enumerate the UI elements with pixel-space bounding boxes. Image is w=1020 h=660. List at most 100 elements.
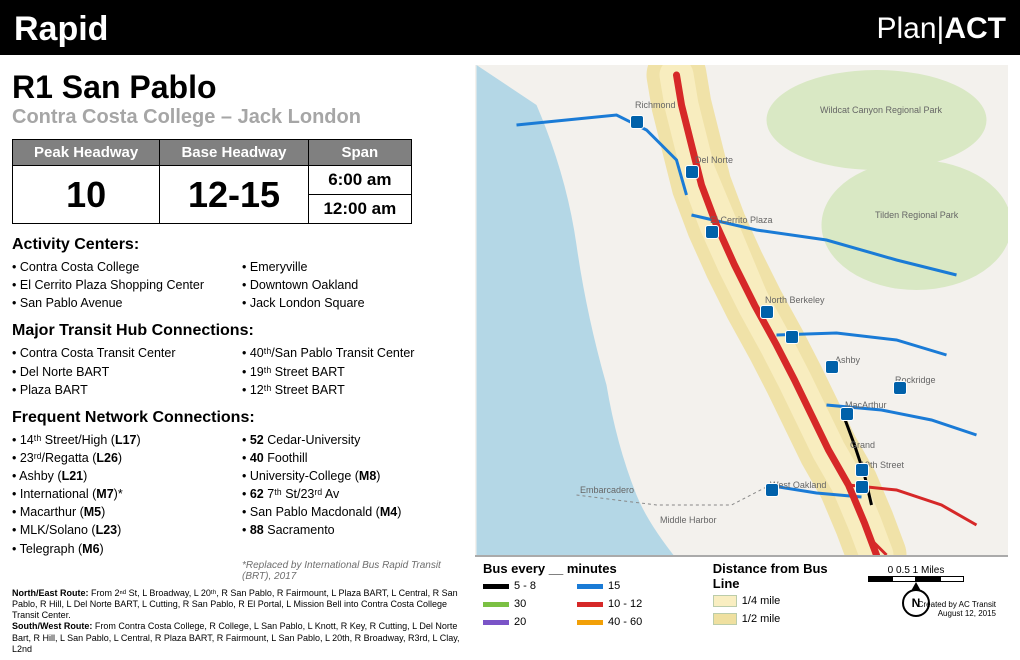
map-label: Embarcadero (580, 485, 634, 495)
map-credit: Created by AC Transit August 12, 2015 (918, 600, 996, 619)
list-item: MLK/Solano (L23) (12, 521, 242, 539)
legend-label: 5 - 8 (514, 580, 536, 592)
list-item: San Pablo Avenue (12, 294, 242, 312)
credit-line2: August 12, 2015 (918, 609, 996, 619)
legend-item: 15 (577, 580, 657, 592)
legend-misc: 0 0.5 1 Miles N Created by AC Transit Au… (856, 561, 1000, 625)
legend-swatch (713, 613, 737, 625)
activity-list: Contra Costa CollegeEl Cerrito Plaza Sho… (12, 258, 467, 312)
base-headway: 12-15 (160, 166, 308, 224)
legend-freq-items: 5 - 8 15 30 10 - 12 20 40 - 60 (483, 580, 713, 625)
scale-labels: 0 0.5 1 Miles (868, 565, 964, 576)
header-right-a: Plan| (877, 12, 945, 45)
bart-station-icon (760, 305, 774, 319)
list-item: 19ᵗʰ Street BART (242, 363, 462, 381)
route-map: RichmondDel NorteEl Cerrito PlazaNorth B… (475, 65, 1008, 625)
bart-station-icon (855, 463, 869, 477)
list-item: 23ʳᵈ/Regatta (L26) (12, 449, 242, 467)
legend-label: 10 - 12 (608, 598, 642, 610)
route-descriptions: North/East Route: From 2ⁿᵈ St, L Broadwa… (12, 588, 467, 656)
content: R1 San Pablo Contra Costa College – Jack… (0, 55, 1020, 655)
frequent-col-a: 14ᵗʰ Street/High (L17)23ʳᵈ/Regatta (L26)… (12, 431, 242, 558)
th-peak: Peak Headway (13, 140, 160, 166)
hubs-col-b: 40ᵗʰ/San Pablo Transit Center19ᵗʰ Street… (242, 344, 462, 398)
scale-bar: 0 0.5 1 Miles (868, 565, 964, 582)
header-right-b: ACT (944, 12, 1006, 45)
th-span: Span (308, 140, 411, 166)
map-label: Middle Harbor (660, 515, 717, 525)
bart-station-icon (825, 360, 839, 374)
map-label: Grand (850, 440, 875, 450)
legend-item: 20 (483, 616, 563, 625)
bart-station-icon (630, 115, 644, 129)
route-title: R1 San Pablo (12, 69, 467, 106)
hubs-col-a: Contra Costa Transit CenterDel Norte BAR… (12, 344, 242, 398)
span-end: 12:00 am (308, 195, 411, 224)
bart-station-icon (765, 483, 779, 497)
list-item: 62 7ᵗʰ St/23ʳᵈ Av (242, 485, 462, 503)
legend-label: 20 (514, 616, 526, 625)
legend-item: 40 - 60 (577, 616, 657, 625)
bart-station-icon (855, 480, 869, 494)
map-label: El Cerrito Plaza (710, 215, 773, 225)
list-item: Contra Costa Transit Center (12, 344, 242, 362)
legend-dist-title: Distance from Bus Line (713, 561, 857, 591)
hubs-heading: Major Transit Hub Connections: (12, 322, 467, 340)
list-item: Contra Costa College (12, 258, 242, 276)
legend-label: 1/2 mile (742, 613, 781, 625)
list-item: Telegraph (M6) (12, 540, 242, 558)
legend-label: 15 (608, 580, 620, 592)
list-item: Macarthur (M5) (12, 503, 242, 521)
legend-swatch (483, 584, 509, 589)
frequent-list: 14ᵗʰ Street/High (L17)23ʳᵈ/Regatta (L26)… (12, 431, 467, 558)
map-label: North Berkeley (765, 295, 825, 305)
legend-swatch (577, 584, 603, 589)
header-bar: Rapid Plan|ACT (0, 3, 1020, 55)
hubs-list: Contra Costa Transit CenterDel Norte BAR… (12, 344, 467, 398)
legend-swatch (483, 620, 509, 625)
legend-swatch (577, 602, 603, 607)
list-item: Del Norte BART (12, 363, 242, 381)
legend-label: 30 (514, 598, 526, 610)
legend-swatch (577, 620, 603, 625)
frequent-col-b: 52 Cedar-University40 FoothillUniversity… (242, 431, 462, 558)
activity-col-a: Contra Costa CollegeEl Cerrito Plaza Sho… (12, 258, 242, 312)
list-item: 52 Cedar-University (242, 431, 462, 449)
credit-line1: Created by AC Transit (918, 600, 996, 610)
park-wildcat (767, 70, 987, 170)
bart-station-icon (705, 225, 719, 239)
south-route-label: South/West Route: (12, 621, 92, 631)
map-legend: Bus every __ minutes 5 - 8 15 30 10 - 12 20 4… (475, 555, 1008, 625)
legend-item: 5 - 8 (483, 580, 563, 592)
list-item: Ashby (L21) (12, 467, 242, 485)
legend-frequency: Bus every __ minutes 5 - 8 15 30 10 - 12 20 4… (483, 561, 713, 625)
activity-col-b: EmeryvilleDowntown OaklandJack London Sq… (242, 258, 462, 312)
activity-heading: Activity Centers: (12, 236, 467, 254)
span-start: 6:00 am (308, 166, 411, 195)
peak-headway: 10 (13, 166, 160, 224)
list-item: 14ᵗʰ Street/High (L17) (12, 431, 242, 449)
legend-item: 1/2 mile (713, 613, 857, 625)
header-right: Plan|ACT (877, 12, 1007, 46)
park-tilden (822, 160, 1009, 290)
header-left: Rapid (14, 10, 108, 49)
map-svg (475, 65, 1008, 625)
north-route-label: North/East Route: (12, 588, 89, 598)
map-label: Tilden Regional Park (875, 210, 958, 220)
legend-freq-title: Bus every __ minutes (483, 561, 713, 576)
list-item: 40ᵗʰ/San Pablo Transit Center (242, 344, 462, 362)
map-label: Del Norte (695, 155, 733, 165)
list-item: Downtown Oakland (242, 276, 462, 294)
map-label: Wildcat Canyon Regional Park (820, 105, 942, 115)
list-item: 40 Foothill (242, 449, 462, 467)
bart-station-icon (685, 165, 699, 179)
frequent-footnote: *Replaced by International Bus Rapid Tra… (242, 560, 467, 582)
list-item: San Pablo Macdonald (M4) (242, 503, 462, 521)
legend-item: 1/4 mile (713, 595, 857, 607)
list-item: 12ᵗʰ Street BART (242, 381, 462, 399)
legend-item: 30 (483, 598, 563, 610)
th-base: Base Headway (160, 140, 308, 166)
bart-station-icon (893, 381, 907, 395)
bart-station-icon (785, 330, 799, 344)
list-item: Emeryville (242, 258, 462, 276)
